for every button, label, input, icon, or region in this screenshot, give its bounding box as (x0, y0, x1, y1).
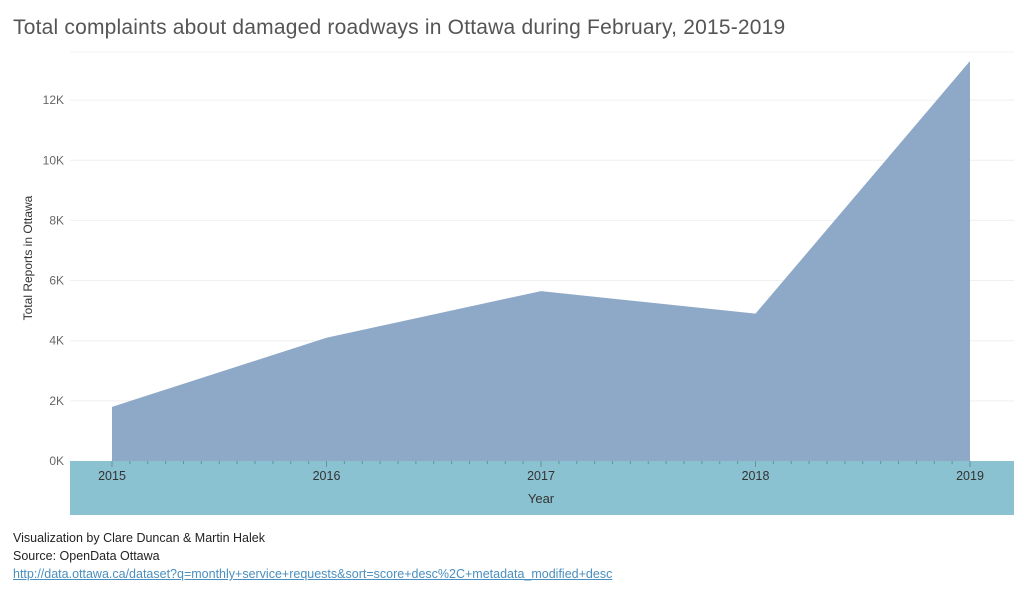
series-area (112, 61, 970, 461)
credit-text: Visualization by Clare Duncan & Martin H… (13, 531, 265, 545)
source-text: Source: OpenData Ottawa (13, 549, 160, 563)
x-axis-band (70, 461, 1014, 515)
y-tick-label: 0K (49, 454, 64, 468)
chart-title: Total complaints about damaged roadways … (13, 16, 786, 39)
y-tick-label: 6K (49, 274, 64, 288)
y-axis-ticks: 0K 2K 4K 6K 8K 10K 12K (43, 93, 64, 468)
y-axis-label: Total Reports in Ottawa (21, 195, 35, 321)
y-tick-label: 2K (49, 394, 64, 408)
footer: Visualization by Clare Duncan & Martin H… (13, 529, 612, 583)
area-series (111, 61, 971, 461)
source-link[interactable]: http://data.ottawa.ca/dataset?q=monthly+… (13, 567, 613, 581)
x-tick-label: 2016 (313, 469, 341, 483)
x-tick-label: 2018 (742, 469, 770, 483)
x-axis-label: Year (527, 491, 555, 506)
x-tick-label: 2015 (98, 469, 126, 483)
y-tick-label: 8K (49, 213, 64, 227)
x-tick-label: 2017 (527, 469, 555, 483)
y-tick-label: 12K (43, 93, 64, 107)
y-tick-label: 10K (43, 153, 64, 167)
x-axis-ticks: 2015 2016 2017 2018 2019 (98, 461, 984, 483)
x-tick-label: 2019 (956, 469, 984, 483)
y-tick-label: 4K (49, 334, 64, 348)
